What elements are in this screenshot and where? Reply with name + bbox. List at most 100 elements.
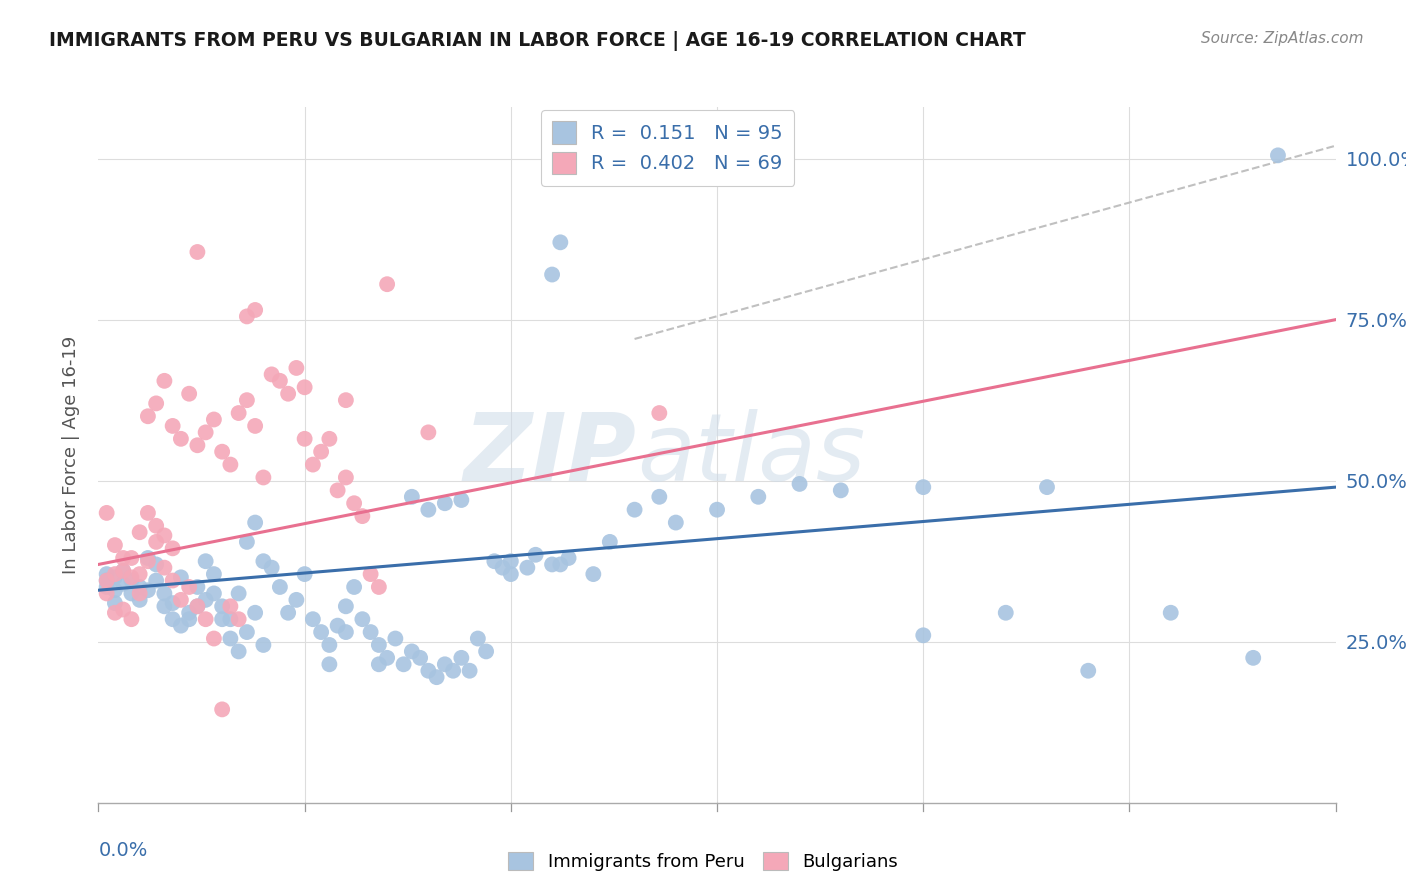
Text: Source: ZipAtlas.com: Source: ZipAtlas.com: [1201, 31, 1364, 46]
Point: [136, 409, 159, 424]
Point: [277, 386, 299, 401]
Point: [179, 606, 201, 620]
Point: [170, 432, 193, 446]
Point: [162, 574, 184, 588]
Point: [550, 558, 572, 572]
Point: [623, 502, 645, 516]
Point: [194, 425, 217, 440]
Point: [401, 490, 423, 504]
Point: [136, 551, 159, 566]
Point: [252, 470, 274, 484]
Point: [96, 586, 118, 600]
Point: [243, 419, 266, 434]
Point: [524, 548, 547, 562]
Point: [104, 567, 127, 582]
Point: [648, 406, 671, 420]
Point: [458, 664, 481, 678]
Point: [516, 560, 538, 574]
Point: [665, 516, 688, 530]
Point: [294, 567, 316, 582]
Point: [352, 509, 374, 524]
Point: [360, 625, 382, 640]
Point: [194, 612, 217, 626]
Point: [269, 580, 291, 594]
Point: [491, 560, 513, 574]
Point: [418, 664, 440, 678]
Point: [450, 651, 472, 665]
Point: [219, 612, 242, 626]
Point: [211, 444, 233, 458]
Point: [120, 586, 142, 600]
Point: [186, 599, 208, 614]
Point: [96, 567, 118, 582]
Point: [343, 580, 366, 594]
Point: [136, 583, 159, 598]
Point: [128, 586, 150, 600]
Point: [202, 632, 225, 646]
Point: [1241, 651, 1264, 665]
Point: [747, 490, 769, 504]
Point: [194, 554, 217, 568]
Point: [170, 592, 193, 607]
Point: [994, 606, 1017, 620]
Point: [433, 657, 456, 672]
Point: [1077, 664, 1099, 678]
Text: IMMIGRANTS FROM PERU VS BULGARIAN IN LABOR FORCE | AGE 16-19 CORRELATION CHART: IMMIGRANTS FROM PERU VS BULGARIAN IN LAB…: [49, 31, 1026, 51]
Point: [104, 596, 127, 610]
Point: [186, 599, 208, 614]
Point: [194, 592, 217, 607]
Point: [294, 380, 316, 394]
Point: [550, 235, 572, 250]
Point: [179, 612, 201, 626]
Point: [475, 644, 498, 658]
Point: [145, 558, 167, 572]
Point: [277, 606, 299, 620]
Point: [243, 516, 266, 530]
Point: [96, 506, 118, 520]
Point: [112, 564, 135, 578]
Point: [392, 657, 415, 672]
Point: [112, 551, 135, 566]
Point: [219, 632, 242, 646]
Point: [128, 580, 150, 594]
Point: [162, 596, 184, 610]
Point: [236, 393, 259, 408]
Point: [318, 657, 340, 672]
Point: [912, 628, 935, 642]
Point: [219, 599, 242, 614]
Point: [112, 576, 135, 591]
Point: [450, 493, 472, 508]
Point: [128, 592, 150, 607]
Point: [401, 644, 423, 658]
Point: [179, 580, 201, 594]
Point: [582, 567, 605, 582]
Point: [96, 574, 118, 588]
Point: [128, 525, 150, 540]
Legend: R =  0.151   N = 95, R =  0.402   N = 69: R = 0.151 N = 95, R = 0.402 N = 69: [541, 110, 794, 186]
Point: [186, 580, 208, 594]
Point: [309, 444, 332, 458]
Point: [375, 651, 398, 665]
Point: [285, 360, 308, 375]
Point: [269, 374, 291, 388]
Point: [179, 386, 201, 401]
Point: [260, 560, 283, 574]
Point: [219, 458, 242, 472]
Point: [153, 374, 176, 388]
Point: [120, 551, 142, 566]
Point: [302, 612, 325, 626]
Point: [104, 538, 127, 552]
Point: [912, 480, 935, 494]
Point: [104, 570, 127, 584]
Point: [252, 638, 274, 652]
Point: [375, 277, 398, 292]
Point: [136, 506, 159, 520]
Point: [789, 476, 811, 491]
Point: [318, 432, 340, 446]
Point: [186, 438, 208, 452]
Point: [145, 518, 167, 533]
Point: [1036, 480, 1059, 494]
Point: [170, 618, 193, 632]
Point: [228, 406, 250, 420]
Text: ZIP: ZIP: [464, 409, 637, 501]
